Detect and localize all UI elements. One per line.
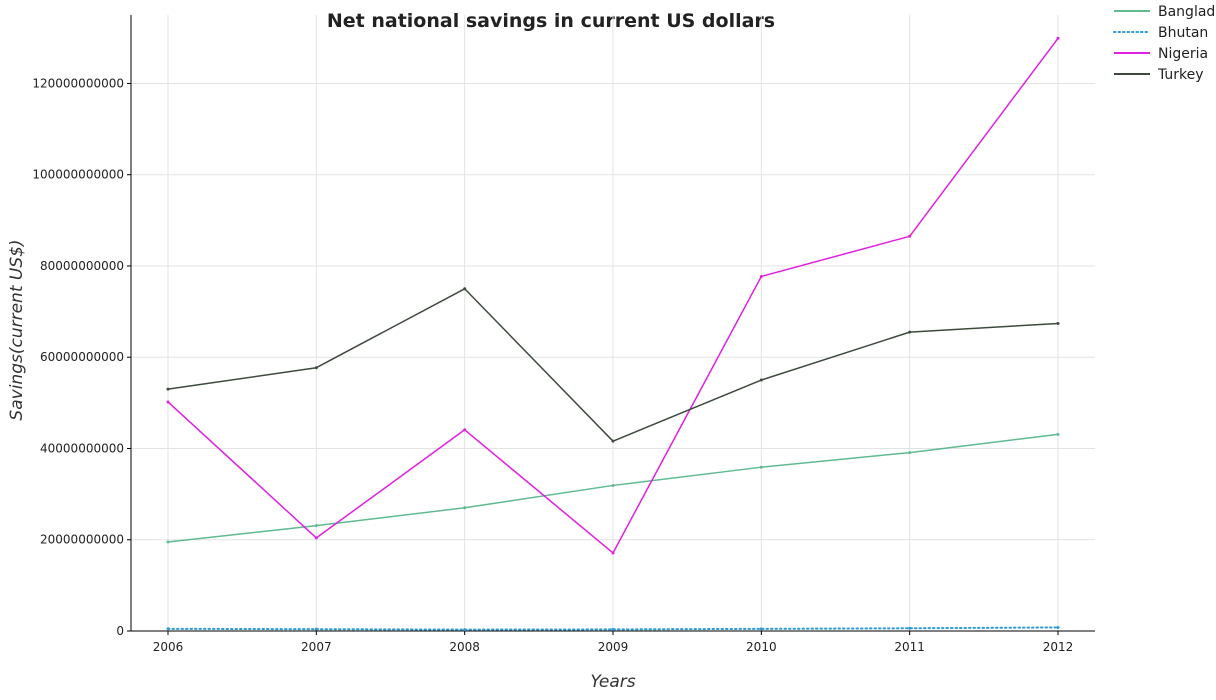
data-point-bangladesh [463,506,467,510]
data-point-nigeria [611,551,615,555]
data-point-bangladesh [611,483,615,487]
data-point-nigeria [908,234,912,238]
y-tick-label: 100000000000 [32,168,124,182]
y-tick-label: 40000000000 [40,441,124,455]
grid [131,15,1095,632]
legend: Bangladesh Bhutan Nigeria Turkey [1113,4,1216,83]
x-tick-labels: 2006 2007 2008 2009 2010 2011 2012 [153,631,1074,654]
data-point-bangladesh [314,524,318,528]
data-point-nigeria [1056,36,1060,40]
y-tick-label: 80000000000 [40,259,124,273]
data-point-nigeria [463,428,467,432]
y-tick-label: 0 [116,624,124,638]
series [166,36,1060,632]
data-point-turkey [1056,321,1060,325]
x-axis-label: Years [590,672,635,692]
data-point-turkey [611,439,615,443]
y-axis-label: Savings(current US$) [7,239,27,420]
data-point-turkey [166,387,170,391]
legend-label-turkey: Turkey [1157,67,1204,83]
legend-label-bangladesh: Bangladesh [1158,4,1216,20]
legend-label-bhutan: Bhutan [1158,25,1208,41]
x-tick-label: 2007 [301,640,332,654]
data-point-turkey [463,287,467,291]
x-tick-label: 2012 [1043,640,1074,654]
y-tick-label: 60000000000 [40,350,124,364]
x-tick-label: 2011 [894,640,925,654]
data-point-bhutan [1056,625,1060,629]
data-point-nigeria [166,400,170,404]
x-tick-label: 2010 [746,640,777,654]
data-point-bhutan [908,626,912,630]
data-point-turkey [759,378,763,382]
data-point-bhutan [463,628,467,632]
y-tick-label: 120000000000 [32,76,124,90]
data-point-turkey [908,330,912,334]
data-point-turkey [314,366,318,370]
data-point-bhutan [314,627,318,631]
y-tick-label: 20000000000 [40,533,124,547]
data-point-bangladesh [759,465,763,469]
data-point-nigeria [314,536,318,540]
data-point-bhutan [611,627,615,631]
data-point-bangladesh [166,540,170,544]
data-point-bhutan [759,627,763,631]
legend-label-nigeria: Nigeria [1158,46,1208,62]
x-tick-label: 2008 [449,640,480,654]
x-tick-label: 2006 [153,640,184,654]
data-point-bangladesh [1056,432,1060,436]
chart-title: Net national savings in current US dolla… [327,10,775,32]
y-tick-labels: 0 20000000000 40000000000 60000000000 800000… [32,76,131,638]
data-point-bhutan [166,627,170,631]
x-tick-label: 2009 [598,640,629,654]
data-point-bangladesh [908,451,912,455]
data-point-nigeria [759,274,763,278]
